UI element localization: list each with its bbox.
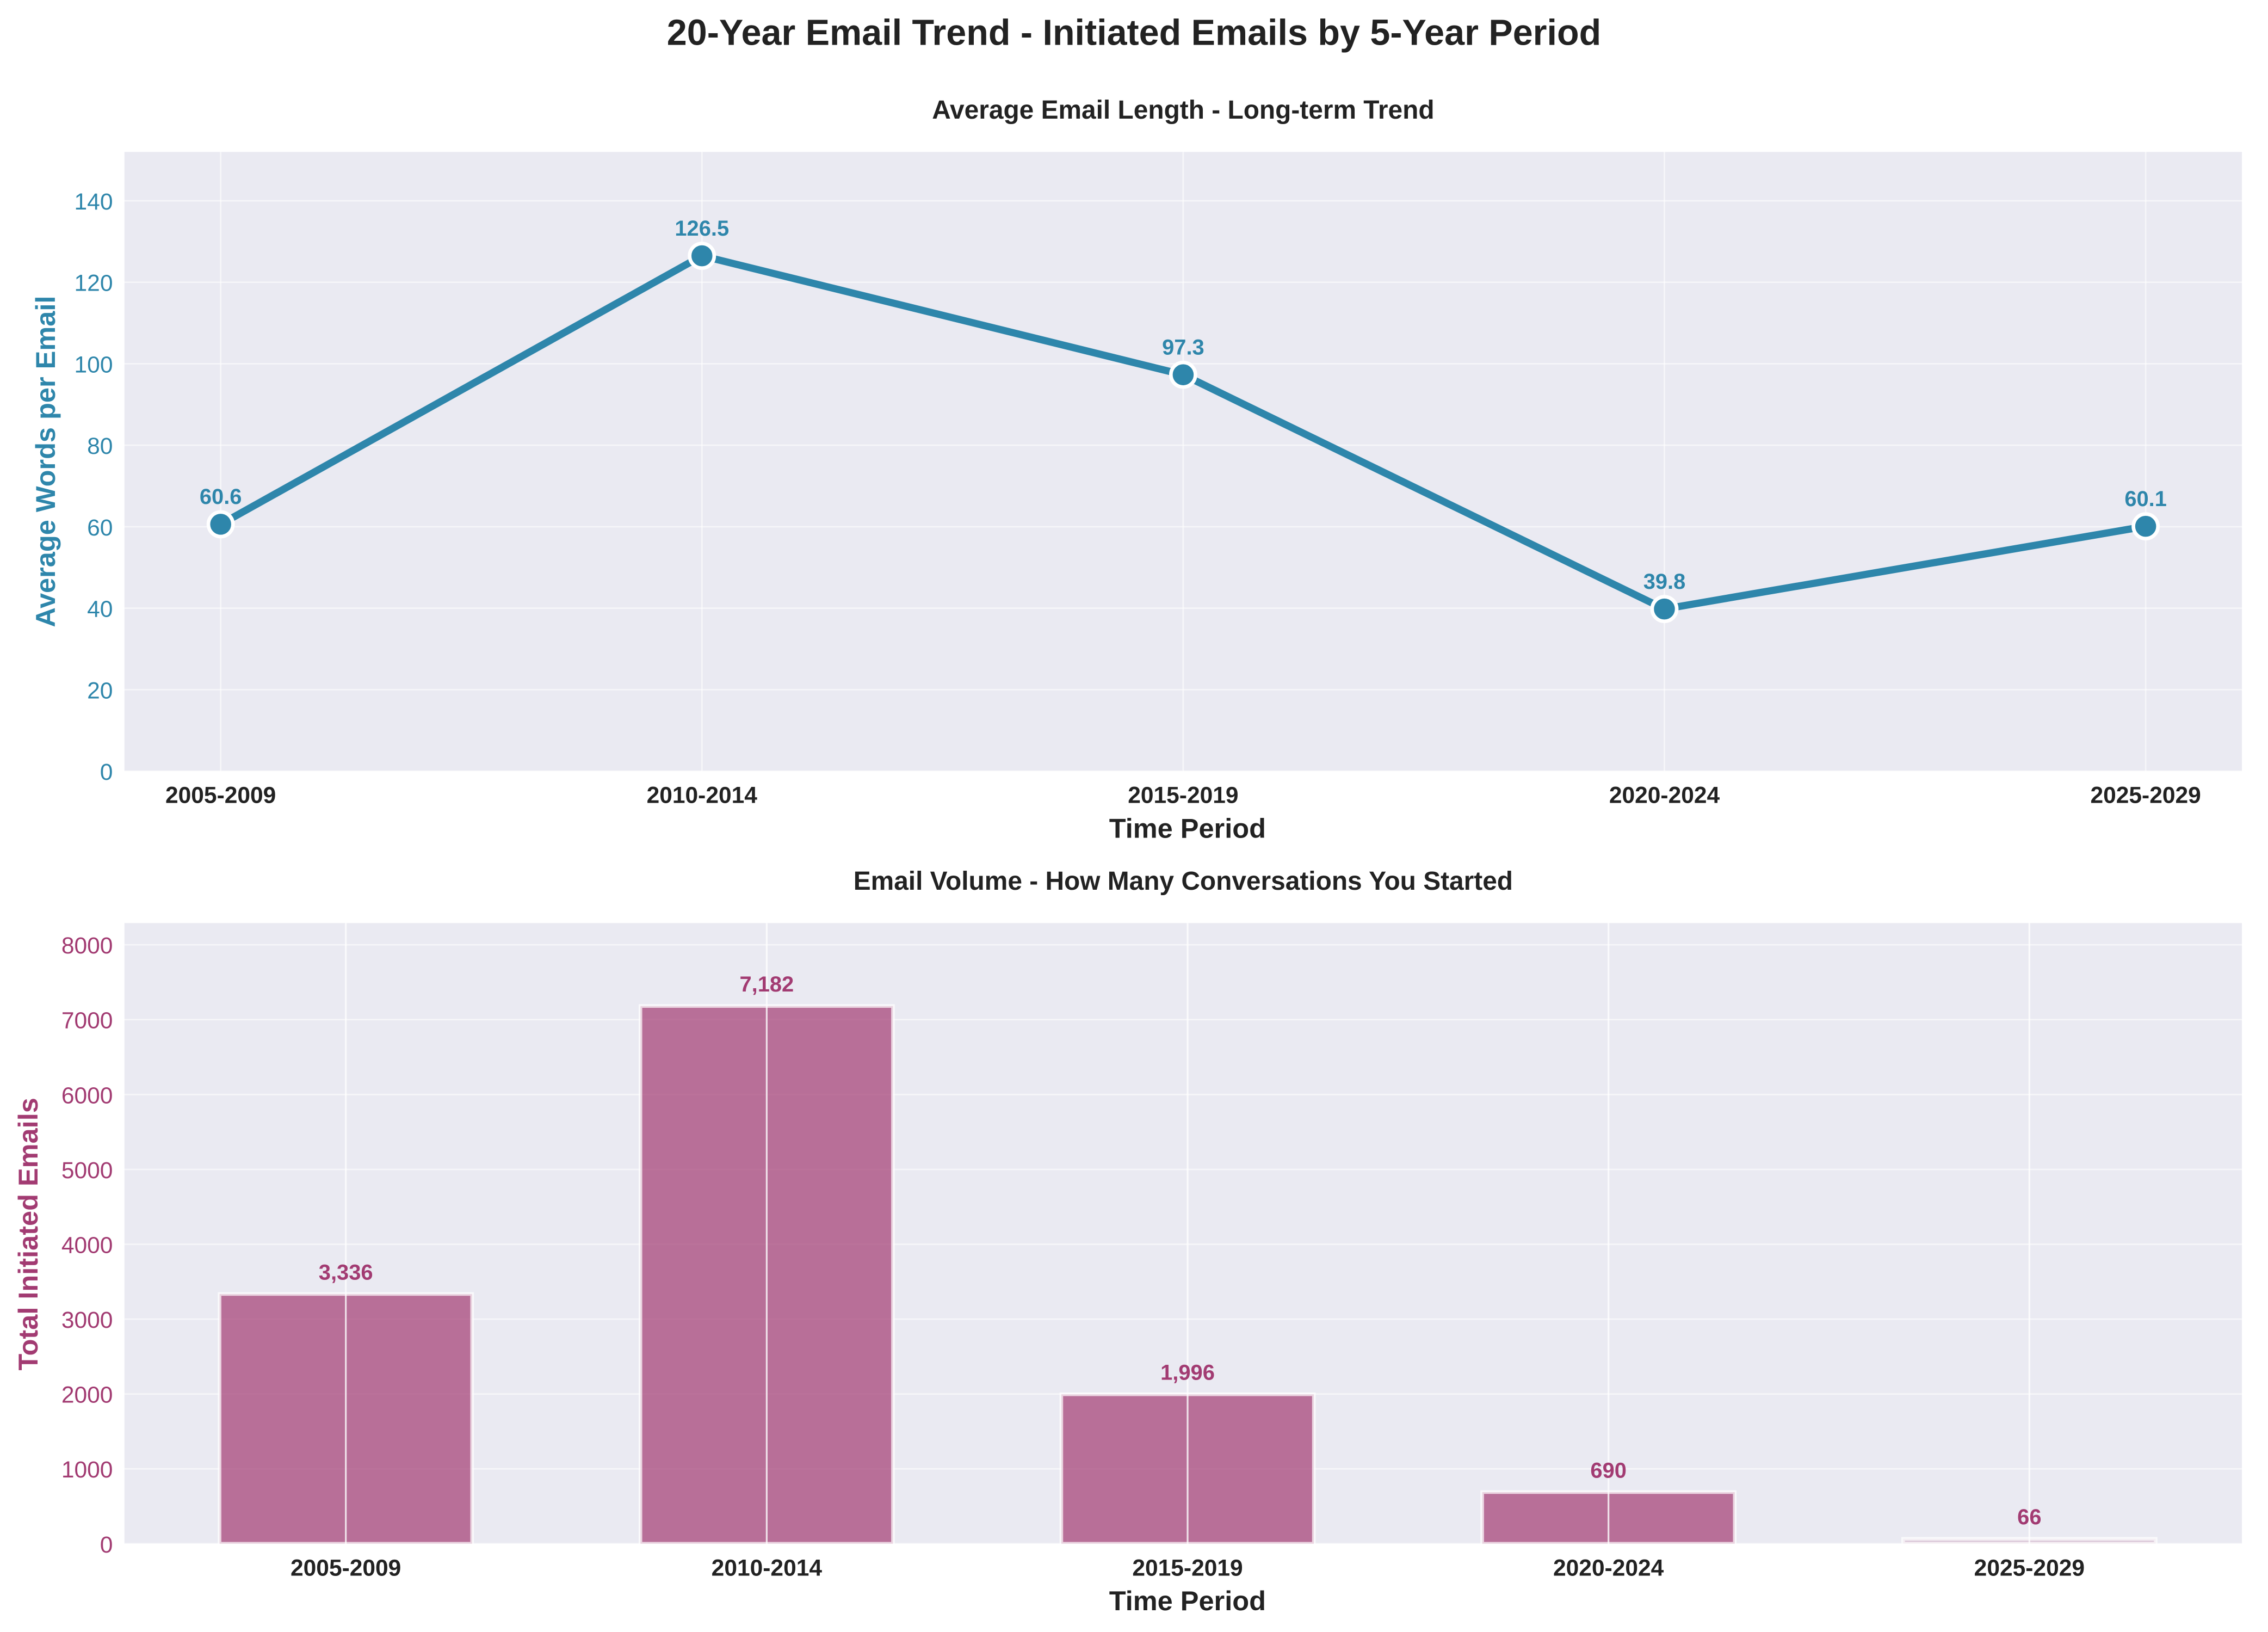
line-point: [1169, 360, 1197, 389]
bar-data-label: 1,996: [1160, 1361, 1215, 1385]
line-y-tick-label: 60: [87, 515, 113, 541]
line-chart-title: Average Email Length - Long-term Trend: [932, 96, 1434, 125]
bar-y-tick-label: 2000: [61, 1382, 113, 1408]
line-data-label: 60.1: [2124, 487, 2167, 511]
bar-data-label: 7,182: [739, 972, 794, 996]
line-data-label: 126.5: [675, 217, 729, 241]
bar-x-tick-label: 2010-2014: [712, 1555, 823, 1581]
line-point: [206, 510, 235, 539]
line-x-tick-label: 2005-2009: [165, 783, 276, 809]
bar-chart: 0 1000 2000 3000 4000 5000 6000 7000 8000 2005-20…: [13, 867, 2242, 1616]
bar-y-tick-label: 4000: [61, 1232, 113, 1258]
bar-y-tick-label: 5000: [61, 1157, 113, 1184]
line-y-axis-label: Average Words per Email: [30, 296, 61, 627]
line-y-tick-label: 120: [75, 270, 113, 297]
bar-y-tick-label: 6000: [61, 1082, 113, 1108]
line-y-tick-label: 20: [87, 678, 113, 704]
line-y-tick-label: 100: [75, 352, 113, 378]
line-point: [1650, 595, 1679, 624]
bar-data-label: 3,336: [319, 1260, 373, 1284]
line-x-tick-label: 2010-2014: [647, 783, 758, 809]
line-y-tick-label: 0: [100, 759, 113, 785]
bar-data-label: 690: [1590, 1458, 1627, 1482]
bar-y-tick-label: 3000: [61, 1307, 113, 1333]
line-chart: 0 20 40 60 80 100 120 140 2005-2009 2010-2014 2015…: [30, 96, 2242, 843]
bar-y-tick-label: 0: [100, 1532, 113, 1558]
bar-x-tick-label: 2020-2024: [1553, 1555, 1664, 1581]
line-point: [2131, 512, 2160, 541]
line-y-tick-label: 40: [87, 596, 113, 623]
line-x-axis-label: Time Period: [1109, 812, 1266, 843]
line-data-label: 60.6: [200, 485, 242, 509]
line-y-tick-label: 140: [75, 189, 113, 215]
bar-data-label: 66: [2017, 1505, 2041, 1529]
line-x-tick-label: 2020-2024: [1609, 783, 1720, 809]
bar-y-axis-label: Total Initiated Emails: [13, 1098, 44, 1370]
bar-x-tick-label: 2025-2029: [1974, 1555, 2085, 1581]
line-point: [688, 242, 716, 270]
line-x-tick-label: 2015-2019: [1128, 783, 1238, 809]
figure-title: 20-Year Email Trend - Initiated Emails b…: [667, 13, 1601, 53]
bar-chart-title: Email Volume - How Many Conversations Yo…: [854, 867, 1513, 896]
line-data-label: 97.3: [1162, 335, 1204, 359]
line-y-tick-label: 80: [87, 433, 113, 459]
bar-y-tick-label: 7000: [61, 1008, 113, 1034]
bar-x-tick-label: 2005-2009: [291, 1555, 401, 1581]
bar-x-tick-label: 2015-2019: [1132, 1555, 1243, 1581]
line-data-label: 39.8: [1643, 570, 1686, 594]
bar-y-tick-label: 8000: [61, 933, 113, 959]
bar-x-axis-label: Time Period: [1109, 1585, 1266, 1616]
bar-y-tick-label: 1000: [61, 1457, 113, 1483]
line-x-tick-label: 2025-2029: [2090, 783, 2201, 809]
